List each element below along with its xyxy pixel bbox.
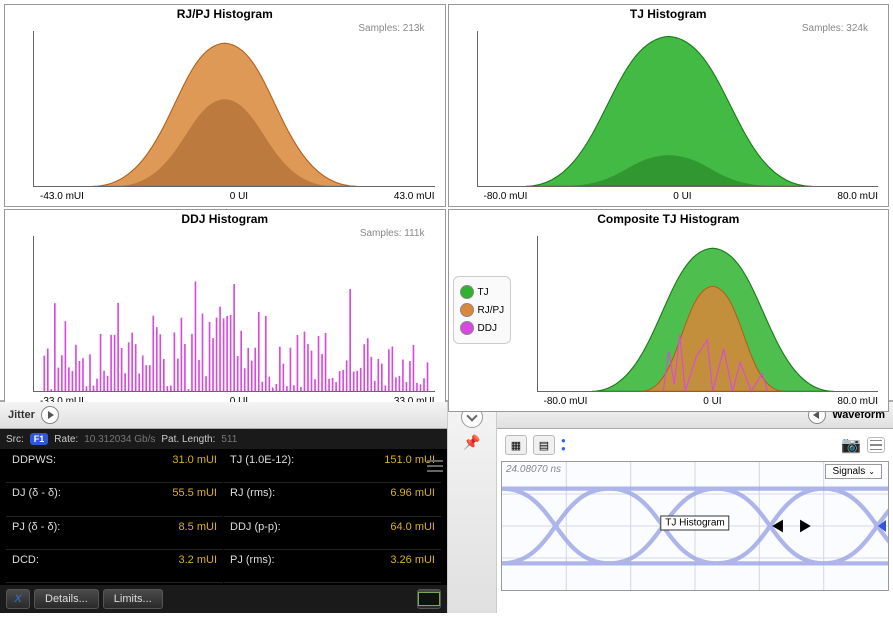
rjpj-curve: [5, 23, 445, 191]
x-max: 80.0 mUI: [837, 396, 878, 407]
tj-curve: [449, 23, 889, 191]
src-label: Src:: [6, 434, 24, 445]
jitter-title: Jitter: [8, 409, 35, 421]
metric-row[interactable]: DDJ (p-p): 64.0 mUI: [224, 518, 441, 550]
ddj-bars: [5, 228, 445, 396]
metric-row[interactable]: RJ (rms): 6.96 mUI: [224, 484, 441, 516]
metric-label: TJ (1.0E-12):: [230, 454, 294, 479]
metric-label: PJ (δ - δ):: [12, 521, 60, 546]
metric-label: RJ (rms):: [230, 487, 275, 512]
x-min: -80.0 mUI: [484, 191, 528, 202]
metric-value: 64.0 mUI: [390, 521, 435, 546]
timestamp-label: 24.08070 ns: [506, 464, 561, 475]
metric-value: 55.5 mUI: [172, 487, 217, 512]
metric-value: 6.96 mUI: [390, 487, 435, 512]
metric-value: 3.2 mUI: [178, 554, 217, 579]
f1-badge[interactable]: F1: [30, 433, 49, 445]
metric-value: 8.5 mUI: [178, 521, 217, 546]
menu-icon[interactable]: [427, 460, 443, 472]
x-center: 0 UI: [703, 396, 721, 407]
pat-label: Pat. Length:: [161, 434, 215, 445]
metric-row[interactable]: TJ (1.0E-12):151.0 mUI: [224, 451, 441, 483]
chevron-down-icon: ⌄: [868, 467, 875, 476]
wave-thumbnail-icon[interactable]: [417, 589, 441, 609]
chart-title: RJ/PJ Histogram: [5, 5, 445, 23]
chart-title: DDJ Histogram: [5, 210, 445, 228]
chart-title: Composite TJ Histogram: [449, 210, 889, 228]
metric-row[interactable]: DJ (δ - δ): 55.5 mUI: [6, 484, 223, 516]
waveform-panel: Waveform ▦ ▤ ●● 📷 24.08070 ns Signals ⌄: [497, 402, 893, 613]
metric-row[interactable]: PJ (δ - δ): 8.5 mUI: [6, 518, 223, 550]
rate-label: Rate:: [54, 434, 78, 445]
tj-histogram-panel: TJ Histogram Samples: 324k -80.0 mUI 0 U…: [448, 4, 890, 207]
limits-button[interactable]: Limits...: [103, 589, 163, 609]
jitter-panel: Jitter Src: F1 Rate: 10.312034 Gb/s Pat.…: [0, 402, 447, 613]
metric-label: DDJ (p-p):: [230, 521, 281, 546]
f1-arrow-icon: [878, 520, 886, 532]
histogram-grid: RJ/PJ Histogram Samples: 213k -43.0 mUI …: [0, 0, 893, 400]
pat-value: 511: [221, 434, 237, 445]
x-center: 0 UI: [673, 191, 691, 202]
metric-label: DJ (δ - δ):: [12, 487, 61, 512]
signals-button[interactable]: Signals ⌄: [825, 464, 882, 479]
rjpj-histogram-panel: RJ/PJ Histogram Samples: 213k -43.0 mUI …: [4, 4, 446, 207]
x-min: -80.0 mUI: [544, 396, 588, 407]
metric-value: 3.26 mUI: [390, 554, 435, 579]
chart-title: TJ Histogram: [449, 5, 889, 23]
center-controls: 📌: [447, 402, 497, 613]
metric-value: 31.0 mUI: [172, 454, 217, 479]
ddj-histogram-panel: DDJ Histogram Samples: 111k -33.0 mUI 0 …: [4, 209, 446, 412]
x-center: 0 UI: [230, 191, 248, 202]
metric-label: DDPWS:: [12, 454, 56, 479]
play-icon[interactable]: [41, 406, 59, 424]
eye-diagram[interactable]: 24.08070 ns Signals ⌄: [501, 461, 889, 591]
details-button[interactable]: Details...: [34, 589, 99, 609]
pin-icon[interactable]: 📌: [463, 434, 480, 451]
composite-histogram-panel: Composite TJ Histogram TJRJ/PJDDJ -80.0 …: [448, 209, 890, 412]
composite-curves: [449, 228, 889, 396]
x-tool-icon[interactable]: X: [6, 589, 30, 609]
layout-tool-2-icon[interactable]: ▤: [533, 435, 555, 455]
metric-label: PJ (rms):: [230, 554, 275, 579]
x-min: -43.0 mUI: [40, 191, 84, 202]
x-max: 43.0 mUI: [394, 191, 435, 202]
metric-row[interactable]: DCD: 3.2 mUI: [6, 551, 223, 583]
hamburger-icon[interactable]: [867, 437, 885, 453]
metric-row[interactable]: DDPWS: 31.0 mUI: [6, 451, 223, 483]
layout-tool-1-icon[interactable]: ▦: [505, 435, 527, 455]
metric-label: DCD:: [12, 554, 39, 579]
metric-row[interactable]: PJ (rms): 3.26 mUI: [224, 551, 441, 583]
tj-histogram-marker[interactable]: TJ Histogram: [660, 516, 729, 531]
rate-value: 10.312034 Gb/s: [84, 434, 155, 445]
camera-icon[interactable]: 📷: [841, 435, 861, 455]
x-max: 80.0 mUI: [837, 191, 878, 202]
